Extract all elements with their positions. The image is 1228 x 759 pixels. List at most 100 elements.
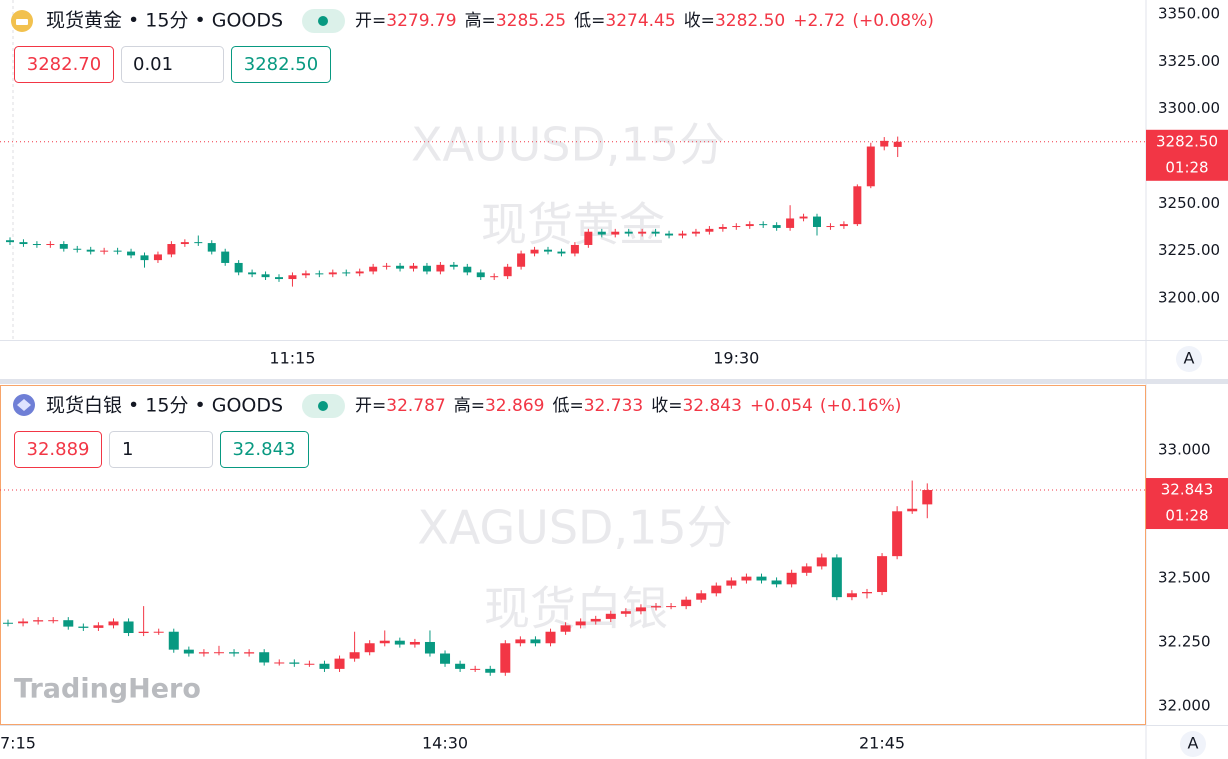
candle-body (620, 611, 631, 614)
buy-button[interactable] (231, 46, 331, 83)
x-tick-label: 21:45 (859, 734, 905, 753)
candle-body (545, 631, 556, 644)
ohlc-value: 3282.50 (715, 11, 785, 31)
scale-mode-button[interactable] (1180, 731, 1206, 757)
candle-body (33, 620, 44, 622)
candle-body (46, 244, 55, 246)
panel-separator (0, 379, 1228, 384)
candle-body (893, 141, 902, 147)
buy-price: 32.843 (233, 439, 296, 460)
x-tick-label: 7:15 (0, 734, 36, 753)
candle-body (560, 625, 571, 632)
candle-body (140, 255, 149, 261)
brand-logo: TradingHero (14, 674, 201, 705)
candle-body (194, 242, 203, 244)
sell-button[interactable] (14, 431, 102, 468)
candle-body (382, 265, 391, 267)
y-tick-label: 3350.00 (1158, 5, 1220, 23)
sell-price: 3282.70 (27, 54, 101, 75)
ohlc-label: 低= (552, 396, 583, 416)
symbol-icon-glyph (17, 399, 31, 411)
candle-body (108, 621, 119, 626)
buy-button[interactable] (220, 431, 309, 468)
ohlc-label: 开= (355, 396, 386, 416)
candle-body (63, 620, 74, 627)
candle-body (48, 620, 59, 622)
quantity: 0.01 (133, 54, 173, 75)
candle-body (229, 652, 240, 654)
ohlc-label: 低= (574, 11, 605, 31)
scale-mode-button[interactable] (1176, 346, 1202, 372)
candle-body (436, 264, 445, 272)
candle-body (831, 557, 842, 598)
candle-body (638, 231, 647, 234)
candle-body (485, 668, 496, 673)
scale-mode: A (1188, 734, 1199, 753)
candle-body (213, 652, 224, 654)
change-percent: (+0.08%) (852, 11, 934, 31)
y-tick-label: 32.250 (1158, 632, 1211, 650)
ohlc-label: 收= (651, 396, 682, 416)
sell-button[interactable] (14, 46, 114, 83)
candle-body (342, 272, 351, 274)
candle-body (78, 626, 89, 628)
charts: 3350.00 3325.00 3300.00 3250.00 3225.00 3200.… (0, 5, 1228, 753)
ohlc-label: 收= (684, 11, 715, 31)
candle-body (597, 231, 606, 235)
y-tick-label: 3225.00 (1158, 241, 1220, 259)
candle-body (379, 640, 390, 644)
candle-body (635, 607, 646, 612)
last-price-label: 3282.50 (1156, 132, 1218, 150)
y-tick-label: 3325.00 (1158, 52, 1220, 70)
candle-body (394, 640, 405, 645)
candle-body (772, 225, 781, 228)
candle-body (813, 216, 821, 227)
candle-body (127, 251, 136, 256)
candle-body (315, 273, 324, 275)
candle-body (440, 653, 451, 664)
candle-body (369, 266, 378, 272)
sell-price: 32.889 (27, 439, 90, 460)
candle-body (18, 621, 29, 624)
candle-body (274, 662, 285, 664)
candle-body (584, 231, 593, 245)
candle-body (515, 639, 526, 644)
candle-body (681, 599, 692, 607)
last-price-badge (1146, 129, 1228, 181)
change: +0.054 (750, 396, 813, 416)
candle-body (839, 224, 848, 227)
ohlc-label: 高= (454, 396, 485, 416)
candle-body (409, 265, 418, 269)
y-tick-label: 3300.00 (1158, 99, 1220, 117)
candle-body (153, 631, 164, 633)
symbol-icon-glyph (16, 19, 28, 25)
symbol-title[interactable]: 现货白银 • 15分 • GOODS (46, 395, 283, 417)
candle-body (261, 274, 270, 278)
quantity-input[interactable] (121, 46, 224, 83)
candle-body (530, 249, 539, 254)
candle-body (799, 216, 808, 219)
candle-body (6, 240, 14, 243)
candle-body (590, 618, 601, 622)
candle-body (853, 186, 862, 225)
quantity-input[interactable] (109, 431, 213, 468)
scale-mode: A (1184, 349, 1195, 368)
candle-body (328, 272, 337, 275)
candle-body (759, 224, 768, 226)
candle-body (93, 625, 104, 628)
symbol-title[interactable]: 现货黄金 • 15分 • GOODS (46, 10, 283, 32)
candle-body (771, 580, 782, 585)
candle-body (732, 226, 741, 228)
bar-countdown: 01:28 (1165, 507, 1208, 525)
candle-body (877, 556, 888, 593)
candle-body (500, 643, 511, 673)
candle-body (259, 652, 270, 663)
candle-body (234, 262, 243, 273)
candle-body (666, 606, 677, 608)
candle-body (826, 226, 835, 228)
candle-body (180, 242, 189, 245)
candle-body (409, 641, 420, 645)
candle-body (304, 663, 315, 665)
ohlc-legend: 开=32.787 高=32.869 低=32.733 收=32.843 +0.054 (+… (355, 396, 901, 416)
